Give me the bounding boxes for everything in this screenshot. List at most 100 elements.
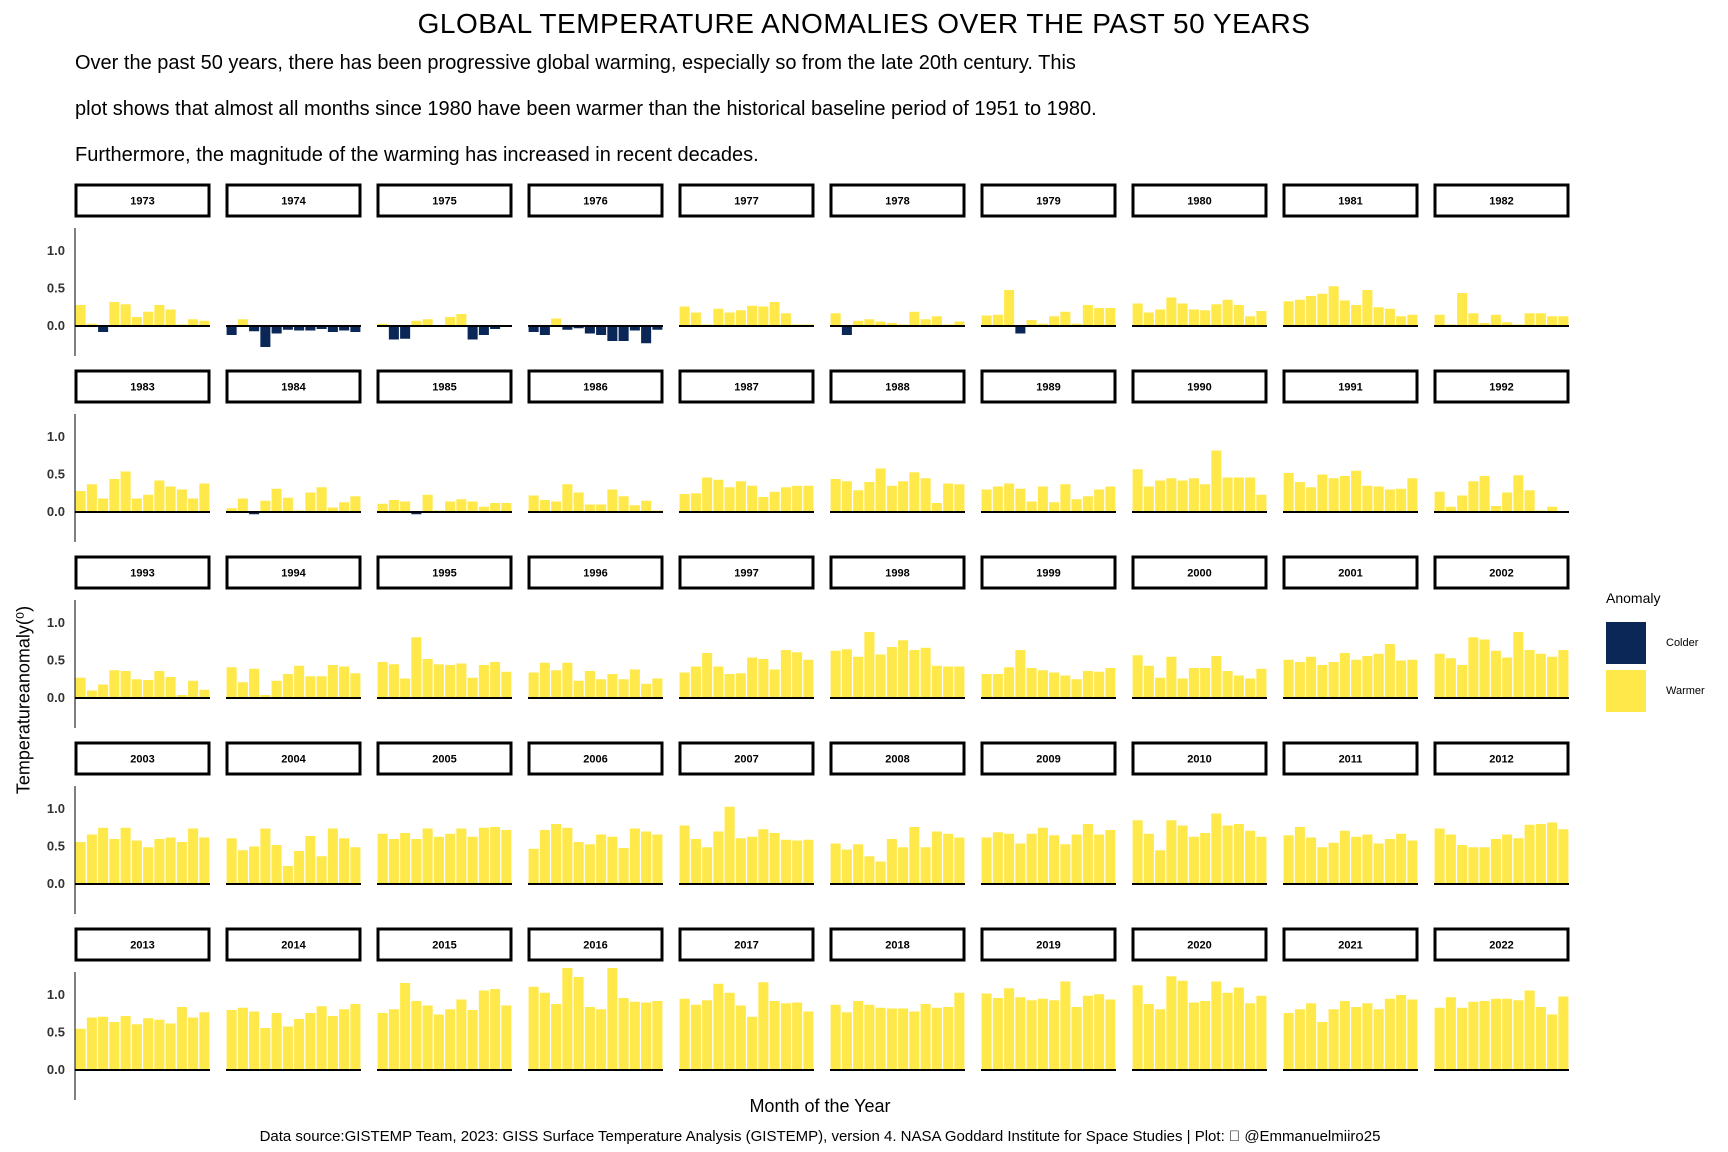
bar <box>981 837 992 884</box>
facet-strip <box>527 927 664 962</box>
bar <box>747 485 758 512</box>
y-tick-label: 0.0 <box>47 876 65 891</box>
bar <box>75 305 86 326</box>
bar <box>98 498 109 512</box>
bar <box>1049 672 1060 698</box>
bar <box>1362 834 1373 884</box>
bar <box>86 834 97 884</box>
bar <box>758 306 769 326</box>
facet-2000: 2000 <box>1131 555 1268 699</box>
bar <box>305 326 316 331</box>
facet-strip <box>376 741 513 776</box>
bar <box>690 666 701 698</box>
y-tick-label: 1.0 <box>47 615 65 630</box>
y-tick-label: 0.5 <box>47 839 65 854</box>
bar <box>1143 312 1154 326</box>
bar <box>724 312 735 326</box>
bar <box>562 484 573 512</box>
bar <box>735 1005 746 1070</box>
bar <box>1188 668 1199 698</box>
facet-1983: 1983 0.0 0.5 1.0 <box>47 369 211 542</box>
bar <box>758 829 769 884</box>
facet-year-label: 1996 <box>583 568 607 580</box>
bar <box>388 326 399 340</box>
bar <box>1373 843 1384 884</box>
bar <box>445 501 456 512</box>
bar <box>188 319 199 326</box>
facet-2020: 2020 <box>1131 927 1268 1071</box>
bar <box>830 650 841 698</box>
bar <box>1306 1003 1317 1070</box>
bar <box>327 828 338 884</box>
bar <box>1547 506 1558 512</box>
bar <box>411 512 422 515</box>
bar <box>1200 833 1211 884</box>
facet-year-label: 2008 <box>885 754 909 766</box>
facet-2016: 2016 <box>527 927 664 1071</box>
bar <box>528 672 539 698</box>
bar <box>422 828 433 884</box>
bar <box>1256 494 1267 512</box>
bar <box>1457 1007 1468 1070</box>
facet-year-label: 1983 <box>130 382 154 394</box>
bar <box>249 512 260 515</box>
y-tick-label: 0.5 <box>47 653 65 668</box>
bar <box>920 647 931 698</box>
bar <box>1479 323 1490 326</box>
bar <box>551 824 562 884</box>
bar <box>1524 990 1535 1070</box>
bar <box>992 314 1003 326</box>
bar <box>724 806 735 884</box>
bar <box>1328 842 1339 884</box>
bar <box>154 839 165 884</box>
bar <box>1490 314 1501 326</box>
facet-year-label: 1974 <box>281 196 306 208</box>
bar <box>154 1019 165 1070</box>
bar <box>920 847 931 884</box>
bar <box>1222 671 1233 698</box>
facet-strip <box>1433 369 1570 404</box>
bar <box>943 666 954 698</box>
bar <box>1434 314 1445 326</box>
facet-2005: 2005 <box>376 741 513 885</box>
bar <box>864 319 875 326</box>
bar <box>864 856 875 884</box>
bar <box>713 983 724 1070</box>
bar <box>305 492 316 512</box>
bar <box>1339 830 1350 884</box>
bar <box>853 490 864 512</box>
bar <box>690 312 701 326</box>
bar <box>690 493 701 512</box>
bar <box>841 849 852 884</box>
bar <box>562 326 573 330</box>
bar <box>629 1001 640 1070</box>
subtitle-line-2: plot shows that almost all months since … <box>75 98 1097 120</box>
bar <box>1445 997 1456 1070</box>
bar <box>1233 305 1244 326</box>
facet-1998: 1998 <box>829 555 966 699</box>
bar <box>271 488 282 512</box>
chart-title: GLOBAL TEMPERATURE ANOMALIES OVER THE PA… <box>417 8 1311 39</box>
bar <box>1558 650 1569 698</box>
bar <box>1547 1014 1558 1070</box>
bar <box>679 825 690 884</box>
bar <box>539 500 550 512</box>
bar <box>931 1007 942 1070</box>
facet-year-label: 1979 <box>1036 196 1060 208</box>
facet-year-label: 2013 <box>130 940 154 952</box>
facet-year-label: 1985 <box>432 382 456 394</box>
bar <box>1222 992 1233 1070</box>
bar <box>713 831 724 884</box>
bar <box>1188 309 1199 326</box>
bar <box>282 497 293 512</box>
bar <box>1373 307 1384 326</box>
facet-2018: 2018 <box>829 927 966 1071</box>
bar <box>1132 985 1143 1070</box>
bar <box>1535 1007 1546 1070</box>
bar <box>1351 836 1362 884</box>
bar <box>1396 660 1407 698</box>
bar <box>1407 840 1418 884</box>
bar <box>1026 668 1037 698</box>
facet-1982: 1982 <box>1433 183 1570 327</box>
facet-2013: 2013 0.0 0.5 1.0 <box>47 927 211 1100</box>
